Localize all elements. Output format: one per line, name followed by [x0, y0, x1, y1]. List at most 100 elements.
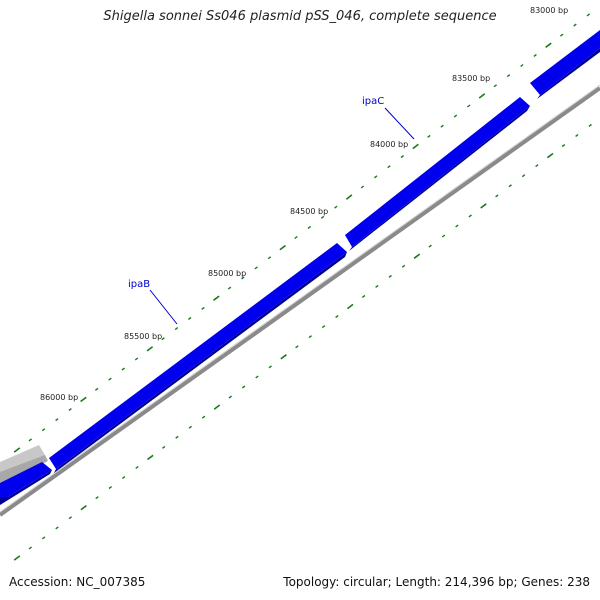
- major-tick: [213, 295, 220, 301]
- minor-tick: [493, 84, 498, 88]
- minor-tick: [294, 235, 298, 240]
- minor-tick: [375, 284, 379, 288]
- minor-tick: [521, 174, 526, 178]
- minor-tick: [308, 335, 312, 339]
- minor-tick: [68, 516, 73, 520]
- minor-tick: [533, 53, 537, 57]
- minor-tick: [121, 367, 126, 371]
- minor-tick: [575, 133, 579, 137]
- minor-tick: [320, 215, 325, 219]
- tick-marks: [13, 13, 592, 561]
- minor-tick: [268, 365, 272, 369]
- major-tick: [545, 42, 552, 49]
- position-label: 84000 bp: [370, 140, 408, 149]
- minor-tick: [387, 165, 391, 169]
- major-tick: [13, 555, 21, 561]
- minor-tick: [495, 194, 499, 198]
- minor-tick: [388, 274, 392, 278]
- minor-tick: [241, 276, 245, 280]
- gene-arrows: [0, 30, 600, 505]
- minor-tick: [55, 526, 59, 530]
- minor-tick: [134, 357, 139, 361]
- map-title: Shigella sonnei Ss046 plasmid pSS_046, c…: [103, 9, 497, 24]
- major-tick: [80, 504, 87, 511]
- position-label: 85000 bp: [208, 269, 246, 278]
- major-tick: [412, 143, 419, 150]
- minor-tick: [428, 244, 432, 248]
- minor-tick: [586, 13, 591, 17]
- minor-tick: [334, 205, 338, 209]
- minor-tick: [121, 476, 126, 480]
- major-tick: [345, 194, 353, 200]
- major-tick: [147, 454, 154, 461]
- accession-label: Accession: NC_007385: [9, 575, 146, 589]
- major-tick: [80, 396, 87, 403]
- major-tick: [279, 244, 286, 251]
- minor-tick: [520, 63, 524, 68]
- minor-tick: [373, 175, 378, 179]
- gene-arrow-top-right: [530, 30, 600, 95]
- position-label: 84500 bp: [290, 207, 328, 216]
- major-tick: [280, 354, 287, 360]
- minor-tick: [455, 224, 459, 228]
- minor-tick: [94, 387, 99, 391]
- gene-arrow-ipaB: [49, 243, 347, 469]
- minor-tick: [453, 114, 458, 118]
- minor-tick: [400, 155, 405, 159]
- minor-tick: [561, 144, 566, 148]
- minor-tick: [227, 286, 232, 290]
- minor-tick: [466, 104, 471, 108]
- minor-tick: [161, 337, 165, 341]
- minor-tick: [161, 445, 166, 449]
- sequence-backbone: [0, 84, 600, 517]
- gene-arrow-ipaC: [345, 97, 530, 247]
- gene-label-ipaC: ipaC: [362, 96, 384, 107]
- minor-tick: [95, 496, 99, 500]
- minor-tick: [361, 294, 366, 298]
- gene-arrow-left-partial: [0, 462, 52, 500]
- minor-tick: [427, 134, 431, 138]
- major-tick: [146, 346, 154, 352]
- minor-tick: [255, 375, 259, 379]
- minor-tick: [559, 33, 564, 37]
- minor-tick: [175, 435, 179, 439]
- minor-tick: [201, 306, 205, 310]
- minor-tick: [335, 315, 339, 319]
- minor-tick: [508, 184, 512, 188]
- major-tick: [546, 152, 554, 159]
- gene-label-ipaB: ipaB: [128, 279, 150, 290]
- minor-tick: [401, 264, 406, 268]
- major-tick: [347, 303, 354, 310]
- minor-tick: [28, 438, 33, 442]
- position-label: 83500 bp: [452, 74, 490, 83]
- minor-tick: [188, 425, 193, 429]
- major-tick: [13, 447, 21, 453]
- minor-tick: [588, 123, 592, 127]
- minor-tick: [440, 124, 444, 128]
- minor-tick: [254, 266, 258, 270]
- minor-tick: [41, 536, 46, 540]
- minor-tick: [307, 225, 312, 229]
- major-tick: [413, 253, 421, 259]
- position-label: 85500 bp: [124, 332, 162, 341]
- minor-tick: [108, 486, 113, 490]
- major-tick: [213, 404, 221, 410]
- minor-tick: [360, 185, 365, 189]
- minor-tick: [135, 465, 139, 469]
- minor-tick: [441, 234, 446, 238]
- position-label: 83000 bp: [530, 6, 568, 15]
- minor-tick: [241, 385, 246, 389]
- major-tick: [480, 203, 487, 209]
- minor-tick: [506, 74, 511, 78]
- minor-tick: [295, 345, 299, 349]
- position-label: 86000 bp: [40, 393, 78, 402]
- minor-tick: [468, 214, 472, 218]
- minor-tick: [108, 377, 112, 381]
- major-tick: [478, 93, 486, 99]
- minor-tick: [28, 546, 33, 550]
- minor-tick: [535, 164, 539, 168]
- minor-tick: [228, 395, 233, 399]
- map-summary: Topology: circular; Length: 214,396 bp; …: [283, 575, 590, 589]
